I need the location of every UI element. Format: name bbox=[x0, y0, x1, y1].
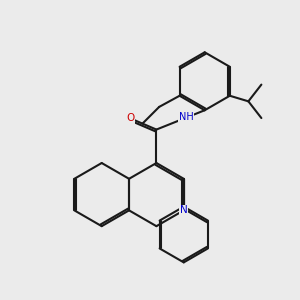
Text: O: O bbox=[126, 113, 134, 123]
Text: N: N bbox=[180, 206, 188, 215]
Text: NH: NH bbox=[179, 112, 194, 122]
